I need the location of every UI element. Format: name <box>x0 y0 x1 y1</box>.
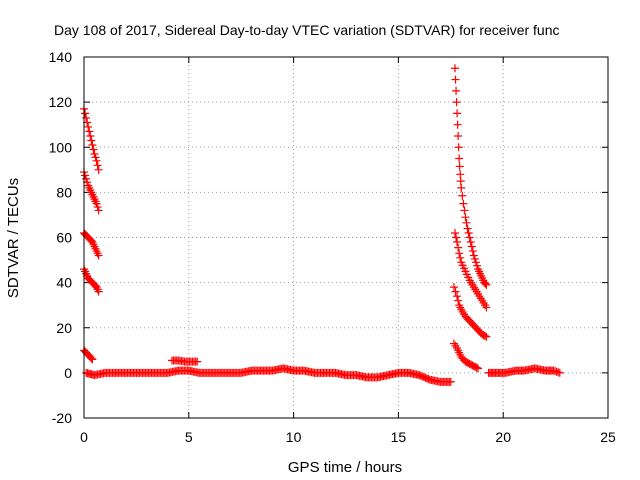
y-tick-label: 100 <box>49 139 73 155</box>
y-tick-label: 140 <box>49 49 73 65</box>
data-point-interp <box>452 233 461 242</box>
y-tick-label: 20 <box>56 320 72 336</box>
data-point-interp <box>87 136 96 145</box>
data-point <box>457 183 466 192</box>
data-point-interp <box>466 238 475 247</box>
data-point <box>455 154 464 163</box>
data-point-interp <box>454 296 463 305</box>
data-point <box>463 224 472 233</box>
data-point <box>482 280 491 289</box>
data-point-interp <box>452 98 461 107</box>
data-point-interp <box>85 127 94 136</box>
data-point <box>94 206 103 215</box>
data-point-interp <box>93 161 102 170</box>
data-point <box>92 156 101 165</box>
data-point <box>449 283 458 292</box>
y-tick-label: 80 <box>56 184 72 200</box>
data-point-interp <box>456 177 465 186</box>
data-point-interp <box>462 218 471 227</box>
data-point <box>555 368 564 377</box>
data-point <box>92 199 101 208</box>
data-point <box>94 287 103 296</box>
data-point-interp <box>454 243 463 252</box>
data-point <box>84 122 93 131</box>
data-point <box>450 228 459 237</box>
data-point <box>94 251 103 260</box>
data-point <box>88 355 97 364</box>
data-point <box>465 233 474 242</box>
x-tick-label: 25 <box>600 429 616 445</box>
data-point-interp <box>473 261 481 270</box>
chart-title: Day 108 of 2017, Sidereal Day-to-day VTE… <box>54 22 560 38</box>
y-axis-label: SDTVAR / TECUs <box>5 178 22 298</box>
data-point <box>455 249 464 258</box>
data-point-interp <box>468 247 477 256</box>
data-point <box>454 131 463 140</box>
data-point <box>90 150 99 159</box>
x-tick-label: 15 <box>391 429 407 445</box>
data-point-interp <box>472 363 481 372</box>
data-point <box>446 377 455 386</box>
data-point-interp <box>93 203 102 212</box>
x-tick-label: 5 <box>185 429 193 445</box>
data-point <box>471 258 480 267</box>
data-point <box>482 303 491 312</box>
data-point-interp <box>458 191 467 200</box>
data-point <box>467 242 476 251</box>
data-point-interp <box>460 206 469 215</box>
data-point <box>459 199 468 208</box>
data-point-interp <box>451 75 460 84</box>
data-point-interp <box>456 253 465 262</box>
grid <box>84 57 608 418</box>
data-point-interp <box>464 228 473 237</box>
data-point <box>193 357 202 366</box>
data-point <box>452 86 461 95</box>
x-axis-label: GPS time / hours <box>288 459 402 476</box>
y-tick-label: 60 <box>56 230 72 246</box>
data-point <box>453 292 462 301</box>
data-point-interp <box>451 287 460 296</box>
y-tick-label: 0 <box>64 365 72 381</box>
y-tick-label: 120 <box>49 94 73 110</box>
plot-frame <box>83 56 609 419</box>
data-point-interp <box>91 153 100 162</box>
data-point-interp <box>470 254 479 263</box>
data-point-interp <box>455 162 464 171</box>
y-tick-label: -20 <box>52 410 72 426</box>
data-point <box>456 170 465 179</box>
data-point <box>474 364 483 373</box>
data-point <box>482 332 491 341</box>
data-point <box>94 165 103 174</box>
y-tick-label: 40 <box>56 275 72 291</box>
data-point-interp <box>87 354 96 363</box>
x-tick-label: 0 <box>80 429 88 445</box>
data-point <box>453 238 462 247</box>
data-point <box>469 251 478 260</box>
data-point-interp <box>81 171 90 180</box>
data-point-interp <box>89 145 98 154</box>
data-point <box>82 113 91 122</box>
data-point <box>86 131 95 140</box>
data-point-interp <box>481 332 490 341</box>
data-point-interp <box>81 109 90 118</box>
data-point <box>82 174 91 183</box>
data-point <box>88 140 97 149</box>
data-point <box>450 64 459 73</box>
data-point <box>453 109 462 118</box>
x-tick-label: 10 <box>286 429 302 445</box>
x-tick-label: 20 <box>495 429 511 445</box>
data-point <box>461 213 470 222</box>
data-point-interp <box>454 143 463 152</box>
data-point-interp <box>481 279 490 288</box>
data-point-interp <box>453 120 462 129</box>
